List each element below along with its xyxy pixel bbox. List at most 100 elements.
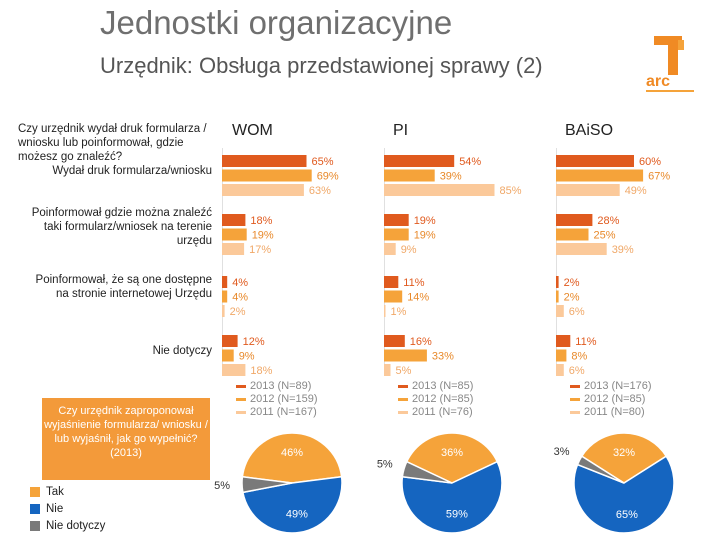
bar [556, 184, 620, 196]
legend-label: Nie dotyczy [46, 520, 106, 532]
pie-legend-item: Tak [30, 484, 105, 501]
bar-value-label: 69% [317, 171, 339, 183]
bar-value-label: 60% [639, 156, 661, 168]
bar [556, 335, 571, 347]
pie-slice [580, 432, 668, 484]
bar [222, 349, 234, 362]
bar-value-label: 28% [597, 215, 619, 227]
bar [384, 335, 405, 347]
pie-slice [573, 455, 675, 534]
pie-legend-item: Nie dotyczy [30, 518, 105, 535]
bar-value-label: 6% [569, 306, 585, 318]
bar [556, 364, 564, 376]
bar-value-label: 85% [500, 185, 522, 197]
bar [384, 155, 455, 167]
legend-label: 2011 (N=76) [412, 406, 473, 418]
bar [222, 243, 245, 255]
category-label: Nie dotyczy [152, 345, 212, 357]
pie-value-label: 49% [286, 509, 308, 521]
legend-swatch [30, 504, 40, 514]
bar [556, 276, 559, 288]
bar [222, 305, 225, 317]
bar [384, 184, 495, 196]
pie-slice [401, 460, 453, 484]
bar-value-label: 19% [414, 230, 436, 242]
bar-value-label: 19% [252, 230, 274, 242]
bars-question: Czy urzędnik wydał druk formularza / wni… [18, 123, 207, 163]
bar [556, 228, 589, 241]
bar-value-label: 49% [625, 185, 647, 197]
panel-title-baiso: BAiSO [565, 122, 614, 139]
bar [556, 155, 634, 167]
legend-swatch [398, 398, 408, 401]
bar [222, 228, 247, 241]
bar [222, 184, 304, 196]
pie-slice [405, 432, 499, 484]
bar [222, 155, 307, 167]
bar-value-label: 11% [575, 336, 596, 348]
bar [556, 290, 559, 303]
legend-label: 2011 (N=80) [584, 406, 645, 418]
legend-swatch [236, 398, 246, 401]
pie-slice [241, 475, 293, 494]
pie-value-label: 59% [446, 509, 468, 521]
bar-value-label: 16% [410, 336, 432, 348]
bar [222, 335, 238, 347]
pie-value-label: 46% [281, 447, 303, 459]
bar-value-label: 12% [243, 336, 265, 348]
bar-value-label: 4% [232, 292, 248, 304]
legend-swatch [398, 411, 408, 414]
legend-swatch [236, 385, 246, 388]
pie-question-box: Czy urzędnik zaproponował wyjaśnienie fo… [42, 398, 210, 480]
bar-value-label: 4% [232, 277, 248, 289]
legend-swatch [570, 411, 580, 414]
bar-value-label: 54% [459, 156, 481, 168]
bar [384, 243, 396, 255]
bar-value-label: 33% [432, 351, 454, 363]
bar-value-label: 18% [250, 215, 272, 227]
panel-title-pi: PI [393, 122, 409, 139]
bar-value-label: 14% [407, 292, 429, 304]
bar [384, 169, 435, 182]
legend-label: 2012 (N=85) [412, 393, 473, 405]
bar-value-label: 39% [440, 171, 462, 183]
bar-value-label: 2% [564, 292, 580, 304]
bar-value-label: 18% [250, 365, 272, 377]
page-subtitle: Urzędnik: Obsługa przedstawionej sprawy … [100, 53, 543, 78]
bar-value-label: 67% [648, 171, 670, 183]
panel-axis [384, 148, 385, 376]
pie-value-label: 3% [554, 446, 570, 458]
pie-value-label: 5% [214, 480, 230, 492]
bar-value-label: 25% [594, 230, 616, 242]
arc-logo: arc [646, 36, 694, 92]
bar [222, 290, 228, 303]
legend-swatch [30, 487, 40, 497]
category-label: Poinformował, że są one dostępne na stro… [35, 274, 212, 300]
legend-swatch [570, 398, 580, 401]
bar [222, 276, 228, 288]
bar-value-label: 6% [569, 365, 585, 377]
panel-title-wom: WOM [232, 122, 273, 139]
bar [556, 214, 593, 226]
bar-value-label: 9% [239, 351, 255, 363]
bar-value-label: 1% [391, 306, 407, 318]
bar [384, 349, 427, 362]
bar-value-label: 63% [309, 185, 331, 197]
bar-value-label: 11% [403, 277, 424, 289]
bar [384, 290, 403, 303]
bar [384, 364, 391, 376]
bar [222, 169, 312, 182]
pie-value-label: 36% [441, 447, 463, 459]
legend-swatch [570, 385, 580, 388]
pie-legend-item: Nie [30, 501, 105, 518]
page-title: Jednostki organizacyjne [100, 4, 453, 41]
legend-label: 2012 (N=85) [584, 393, 645, 405]
bar-value-label: 19% [414, 215, 436, 227]
pie-slice [576, 455, 625, 484]
bar-value-label: 39% [612, 244, 634, 256]
bar [556, 169, 644, 182]
category-label: Poinformował gdzie można znaleźć taki fo… [31, 207, 212, 247]
category-label: Wydał druk formularza/wniosku [52, 165, 212, 177]
bar-value-label: 8% [571, 351, 587, 363]
